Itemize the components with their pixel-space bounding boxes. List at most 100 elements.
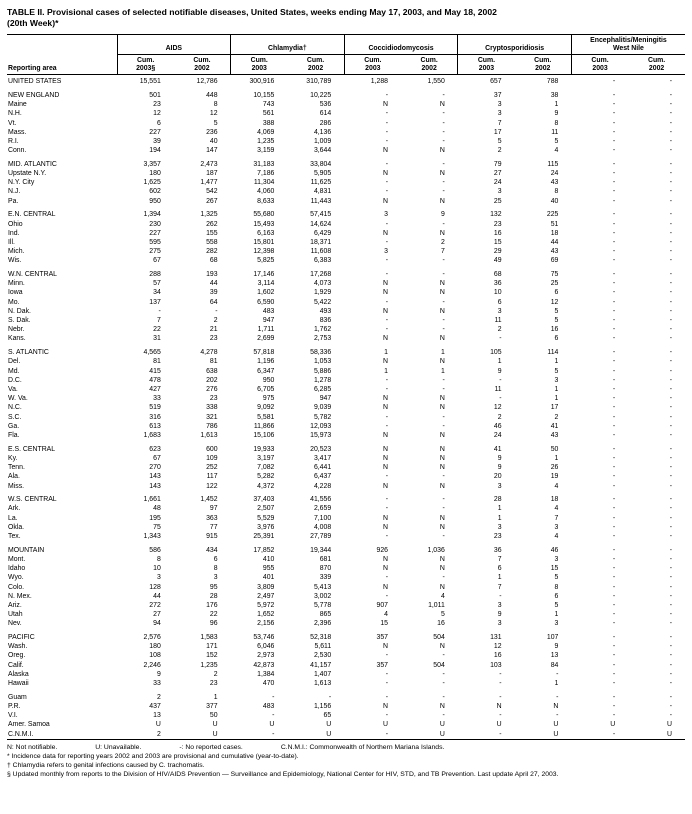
value-cell: - — [612, 693, 616, 701]
reporting-area-cell: D.C. — [8, 376, 22, 384]
value-cell: - — [612, 395, 616, 403]
value-cell: - — [612, 565, 616, 573]
table-row: Colo. 128 95 3,809 5,413 N N 7 8 - - — [7, 583, 685, 592]
col-header-west-nile-2002: Cum. 2002 — [628, 54, 685, 76]
value-cell: 81 — [209, 358, 218, 366]
value-cell: - — [442, 496, 445, 504]
value-cell: 926 — [376, 546, 388, 554]
value-cell: 316 — [149, 413, 161, 421]
value-cell: 5,825 — [257, 257, 275, 265]
value-cell: 67 — [153, 454, 161, 462]
value-cell: N — [439, 583, 445, 591]
value-cell: 3 — [384, 211, 388, 219]
reporting-area-cell: Pa. — [8, 197, 19, 205]
value-cell: 3 — [497, 188, 502, 196]
value-cell: 3,976 — [257, 523, 275, 531]
value-cell: - — [669, 119, 672, 127]
value-cell: 614 — [319, 110, 332, 118]
value-cell: - — [669, 220, 672, 228]
value-cell: N — [439, 565, 445, 573]
group-header-cryptosporidiosis: Cryptosporidiosis — [457, 34, 572, 55]
value-cell: 7 — [440, 248, 445, 256]
table-row: MID. ATLANTIC 3,357 2,473 31,183 33,804 - - 79 1… — [7, 160, 685, 169]
value-cell: - — [158, 307, 161, 315]
value-cell: - — [612, 326, 616, 334]
value-cell: 321 — [206, 413, 218, 421]
value-cell: U — [212, 721, 218, 729]
value-cell: 1,477 — [200, 179, 218, 187]
value-cell: 11,866 — [253, 422, 275, 430]
value-cell: 57,818 — [253, 349, 275, 357]
value-cell: 2,473 — [200, 160, 218, 168]
table-row: Idaho 10 8 955 870 N N 6 15 - - — [7, 564, 685, 573]
value-cell: 262 — [206, 220, 218, 228]
table-row: E.S. CENTRAL 623 600 19,933 20,523 N N 41 50 - - — [7, 445, 685, 454]
value-cell: 1 — [554, 454, 559, 462]
reporting-area-cell: Ark. — [8, 505, 21, 513]
value-cell: 4 — [384, 611, 388, 619]
value-cell: 786 — [206, 422, 218, 430]
value-cell: 2,659 — [313, 505, 332, 513]
value-cell: 1,407 — [313, 670, 332, 678]
table-row: Md. 415 638 6,347 5,886 1 1 9 5 - - — [7, 367, 685, 376]
value-cell: 519 — [149, 404, 161, 412]
value-cell: - — [442, 326, 445, 334]
reporting-area-cell: Hawaii — [8, 680, 29, 688]
value-cell: - — [669, 238, 672, 246]
value-cell: 9 — [497, 454, 502, 462]
value-cell: - — [612, 110, 616, 118]
reporting-area-cell: Mo. — [8, 298, 20, 306]
reporting-area-cell: Nev. — [8, 620, 22, 628]
value-cell: 227 — [149, 128, 161, 136]
footnote-lines: * Incidence data for reporting years 200… — [7, 752, 685, 779]
value-cell: - — [442, 413, 445, 421]
value-cell: 870 — [319, 565, 332, 573]
value-cell: 5 — [554, 601, 559, 609]
value-cell: 19,933 — [253, 445, 275, 453]
value-cell: 415 — [149, 367, 161, 375]
reporting-area-cell: Upstate N.Y. — [8, 170, 47, 178]
value-cell: - — [612, 280, 616, 288]
value-cell: - — [612, 211, 616, 219]
value-cell: - — [385, 652, 388, 660]
table-body: UNITED STATES 15,551 12,786 300,916 310,789 1… — [7, 75, 685, 740]
value-cell: 11,625 — [310, 179, 332, 187]
value-cell: - — [669, 78, 672, 86]
value-cell: 25 — [493, 197, 502, 205]
value-cell: 5,413 — [313, 583, 332, 591]
value-cell: 613 — [149, 422, 161, 430]
reporting-area-cell: La. — [8, 514, 18, 522]
value-cell: 602 — [149, 188, 161, 196]
value-cell: N — [383, 147, 388, 155]
table-row: Wash. 180 171 6,046 5,611 N N 12 9 - - — [7, 642, 685, 651]
value-cell: - — [612, 404, 616, 412]
value-cell: 437 — [149, 702, 161, 710]
value-cell: - — [612, 611, 616, 619]
value-cell: 5,886 — [313, 367, 332, 375]
value-cell: - — [669, 592, 672, 600]
value-cell: 13 — [153, 712, 161, 720]
value-cell: 3 — [497, 523, 502, 531]
value-cell: 33 — [153, 680, 161, 688]
value-cell: 64 — [209, 298, 218, 306]
value-cell: N — [383, 702, 388, 710]
value-cell: 3 — [497, 482, 502, 490]
value-cell: 363 — [206, 514, 218, 522]
value-cell: 58,336 — [310, 349, 332, 357]
value-cell: - — [442, 220, 445, 228]
value-cell: - — [272, 730, 275, 738]
legend-item: -: No reported cases. — [179, 743, 243, 751]
value-cell: 310,789 — [306, 78, 332, 86]
value-cell: U — [553, 721, 559, 729]
value-cell: - — [442, 680, 445, 688]
value-cell: - — [442, 110, 445, 118]
value-cell: 171 — [206, 643, 218, 651]
reporting-area-cell: N.C. — [8, 404, 22, 412]
value-cell: 1,625 — [143, 179, 161, 187]
value-cell: 493 — [319, 307, 332, 315]
value-cell: N — [383, 289, 388, 297]
value-cell: 4,278 — [200, 349, 218, 357]
value-cell: 401 — [262, 574, 275, 582]
table-row: MOUNTAIN 586 434 17,852 19,344 926 1,036 36 46 - - — [7, 546, 685, 555]
value-cell: - — [669, 620, 672, 628]
